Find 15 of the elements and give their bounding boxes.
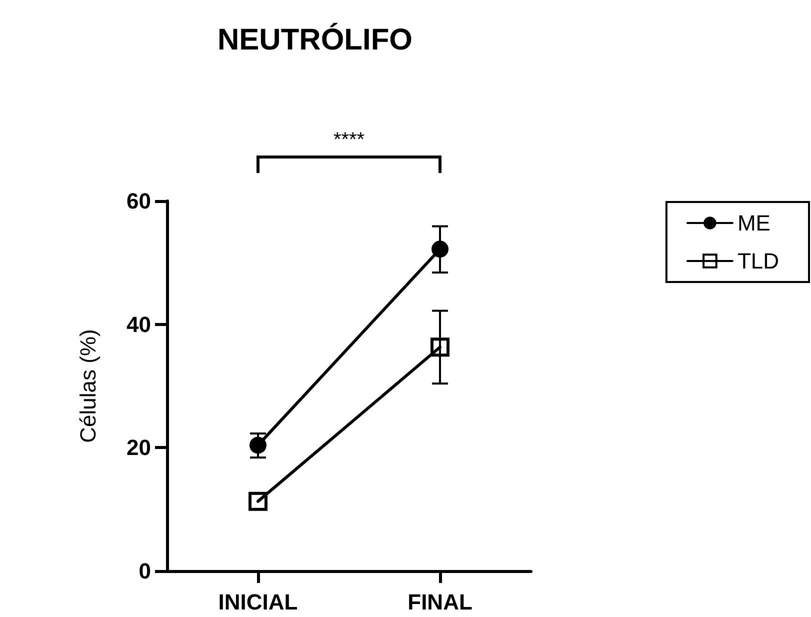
point [432,240,448,258]
y-tick-label: 40 [126,312,151,337]
y-tick-label: 0 [138,558,151,584]
point [250,436,266,454]
y-axis-title: Células (%) [76,329,100,443]
y-tick-label: 60 [126,188,151,214]
x-tick-label: FINAL [408,590,472,614]
legend-label: ME [737,210,770,236]
text: **** [333,129,365,151]
point [248,492,268,511]
chart-title: NEUTRÓLIFO [218,22,412,56]
legend-label: TLD [737,248,779,274]
x-tick-label: INICIAL [218,590,298,614]
y-tick-label: 20 [126,435,151,460]
point [430,338,450,357]
